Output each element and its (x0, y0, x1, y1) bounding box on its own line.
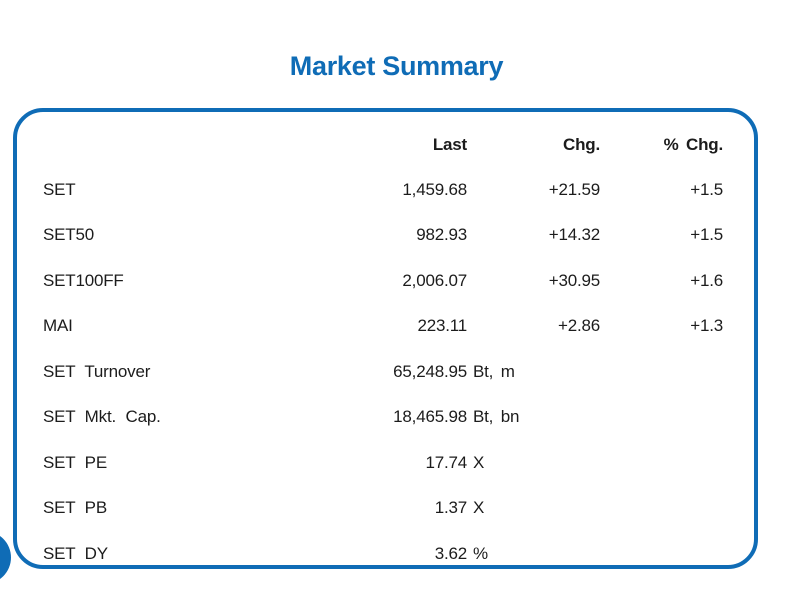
market-summary-card: Last Chg. % Chg. SET 1,459.68 +21.59 +1.… (13, 108, 758, 569)
row-unit: X (473, 453, 485, 472)
row-unit: % (473, 544, 488, 563)
row-pct-chg-value: +1.3 (690, 316, 723, 335)
row-unit: X (473, 498, 485, 517)
row-label: SET DY (43, 544, 108, 563)
row-label: MAI (43, 316, 73, 335)
row-label: SET Mkt. Cap. (43, 407, 161, 426)
row-last-value: 65,248.95 (393, 362, 467, 381)
row-label: SET50 (43, 225, 94, 244)
row-pct-chg-value: +1.5 (690, 180, 723, 199)
row-chg-value: +14.32 (548, 225, 600, 244)
table-row-set50: SET50 982.93 +14.32 +1.5 (17, 223, 754, 247)
table-row-mai: MAI 223.11 +2.86 +1.3 (17, 314, 754, 338)
row-label: SET100FF (43, 271, 124, 290)
row-last-value: 18,465.98 (393, 407, 467, 426)
table-row-set100ff: SET100FF 2,006.07 +30.95 +1.6 (17, 269, 754, 293)
row-last-value: 982.93 (416, 225, 467, 244)
row-last-value: 1,459.68 (402, 180, 467, 199)
table-row-set-turnover: SET Turnover 65,248.95 Bt, m (17, 360, 754, 384)
header-chg: Chg. (563, 135, 600, 154)
row-last-value: 1.37 (434, 498, 467, 517)
row-unit: Bt, bn (473, 407, 520, 426)
edge-circle-decoration (0, 531, 11, 584)
row-last-value: 17.74 (425, 453, 467, 472)
row-last-value: 2,006.07 (402, 271, 467, 290)
row-chg-value: +21.59 (548, 180, 600, 199)
row-pct-chg-value: +1.6 (690, 271, 723, 290)
header-pct-chg: % Chg. (663, 135, 724, 154)
row-label: SET Turnover (43, 362, 151, 381)
row-chg-value: +2.86 (557, 316, 600, 335)
row-last-value: 3.62 (434, 544, 467, 563)
table-row-set-dy: SET DY 3.62 % (17, 542, 754, 566)
table-row-set-pb: SET PB 1.37 X (17, 496, 754, 520)
row-label: SET PE (43, 453, 107, 472)
row-pct-chg-value: +1.5 (690, 225, 723, 244)
table-row-set: SET 1,459.68 +21.59 +1.5 (17, 178, 754, 202)
table-header-row: Last Chg. % Chg. (17, 133, 754, 157)
row-unit: Bt, m (473, 362, 515, 381)
table-row-set-pe: SET PE 17.74 X (17, 451, 754, 475)
row-chg-value: +30.95 (548, 271, 600, 290)
page-title: Market Summary (289, 51, 504, 81)
table-row-set-mkt-cap: SET Mkt. Cap. 18,465.98 Bt, bn (17, 405, 754, 429)
row-label: SET PB (43, 498, 107, 517)
row-last-value: 223.11 (417, 316, 467, 335)
header-last: Last (432, 135, 467, 154)
row-label: SET (43, 180, 76, 199)
